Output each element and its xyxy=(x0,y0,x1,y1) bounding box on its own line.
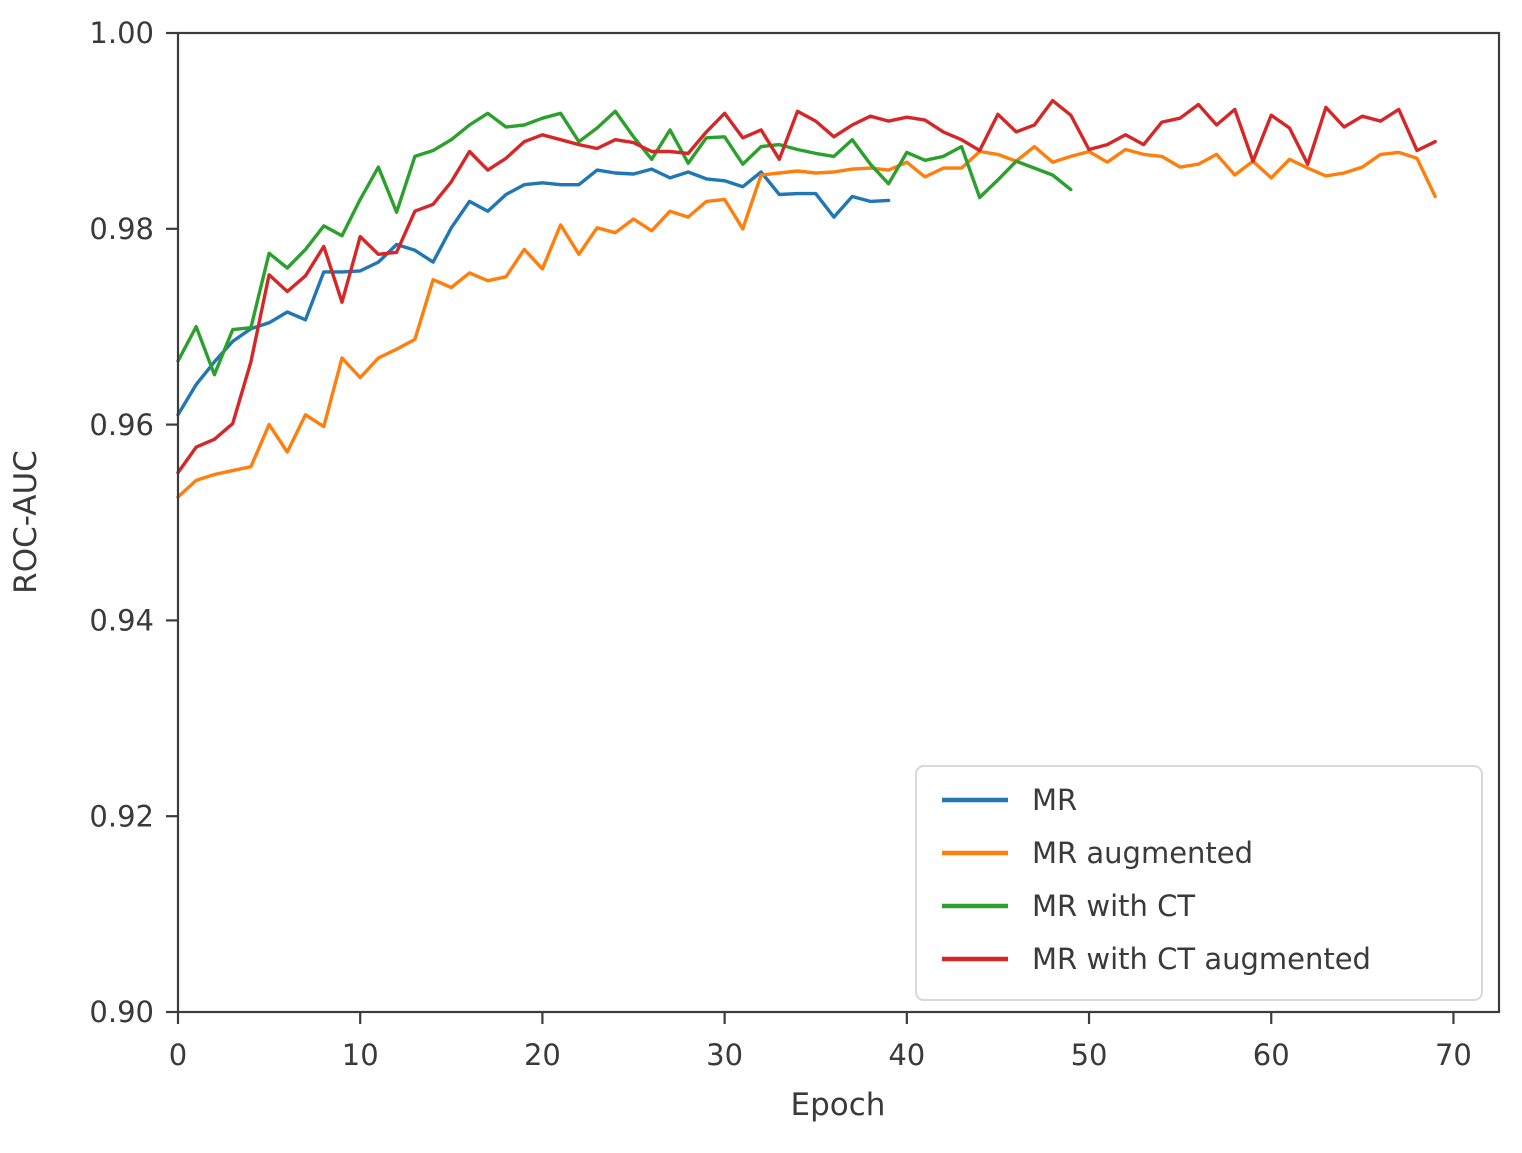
x-tick-label: 10 xyxy=(342,1038,379,1072)
x-tick-label: 30 xyxy=(706,1038,743,1072)
x-tick-label: 40 xyxy=(888,1038,925,1072)
y-tick-label: 0.92 xyxy=(89,799,154,833)
series-line-mr xyxy=(176,167,891,417)
y-tick-label: 0.94 xyxy=(89,604,154,638)
plot-area: 0 10 20 30 40 50 60 70 0.90 0.92 0.94 0.96 0.98 1.00 M… xyxy=(89,16,1501,1072)
legend-label: MR augmented xyxy=(1032,836,1253,870)
legend-box xyxy=(915,765,1483,1001)
legend-label: MR with CT augmented xyxy=(1032,942,1371,976)
series-line-mr-with-ct xyxy=(176,109,1073,377)
plot-frame xyxy=(176,31,1501,1014)
series-line-mr-augmented xyxy=(176,144,1437,499)
y-tick-label: 0.96 xyxy=(89,408,154,442)
y-tick-label: 0.98 xyxy=(89,212,154,246)
x-tick-label: 0 xyxy=(169,1038,187,1072)
series-line-mr-with-ct-augmented xyxy=(176,98,1437,475)
x-tick-label: 20 xyxy=(524,1038,561,1072)
legend-label: MR xyxy=(1032,783,1077,817)
x-axis-label: Epoch xyxy=(791,1087,886,1123)
y-tick-label: 1.00 xyxy=(89,16,154,50)
y-tick-label: 0.90 xyxy=(89,995,154,1029)
y-axis-label: ROC-AUC xyxy=(8,450,44,594)
x-tick-label: 50 xyxy=(1071,1038,1108,1072)
legend-label: MR with CT xyxy=(1032,889,1195,923)
x-tick-label: 70 xyxy=(1435,1038,1472,1072)
x-tick-label: 60 xyxy=(1253,1038,1290,1072)
